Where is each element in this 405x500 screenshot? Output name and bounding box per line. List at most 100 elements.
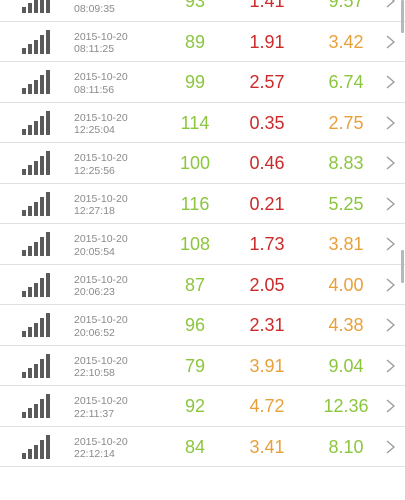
download-value: 3.41: [249, 436, 285, 457]
list-item[interactable]: 2015-10-20 20:06:52 96 2.31 4.38: [0, 305, 405, 346]
ping-value: 114: [180, 112, 210, 133]
signal-bars-icon: [22, 191, 54, 216]
upload-value: 9.04: [328, 355, 364, 376]
timestamp-time: 20:06:52: [74, 326, 115, 339]
upload-value: 6.74: [328, 72, 364, 92]
list-item[interactable]: 2015-10-20 08:11:25 89 1.91 3.42: [0, 21, 405, 62]
list-item[interactable]: 2015-10-20 22:10:58 79 3.91 9.04: [0, 345, 405, 386]
timestamp-time: 12:25:04: [74, 124, 115, 136]
timestamp-time: 08:09:35: [74, 2, 115, 15]
chevron-right-icon[interactable]: [385, 197, 397, 211]
ping-value: 96: [184, 315, 206, 335]
download-value: 1.91: [249, 31, 285, 52]
results-list: 2015-10-20 08:09:35 93 1.41 9.57: [0, 0, 405, 467]
list-item[interactable]: 2015-10-20 12:25:04 114 0.35 2.75: [0, 102, 405, 143]
list-item[interactable]: 2015-10-20 22:11:37 92 4.72 12.36: [0, 386, 405, 427]
ping-value: 116: [180, 193, 210, 214]
timestamp: 2015-10-20 20:06:23: [74, 274, 128, 299]
timestamp-date: 2015-10-20: [74, 111, 128, 124]
chevron-right-icon[interactable]: [385, 116, 397, 130]
signal-bars-icon: [22, 110, 54, 135]
timestamp-time: 20:06:23: [74, 286, 115, 298]
download-value: 0.35: [249, 112, 285, 133]
timestamp: 2015-10-20 22:11:37: [74, 395, 128, 420]
download-value: 1.41: [249, 0, 285, 11]
download-value: 0.21: [249, 193, 285, 214]
timestamp-time: 12:27:18: [74, 205, 115, 217]
timestamp: 2015-10-20 12:25:04: [74, 112, 128, 137]
timestamp-date: 2015-10-20: [74, 395, 128, 407]
timestamp-date: 2015-10-20: [74, 0, 128, 3]
timestamp: 2015-10-20 08:11:25: [74, 31, 128, 56]
chevron-right-icon[interactable]: [385, 35, 397, 49]
ping-value: 84: [184, 436, 206, 457]
timestamp: 2015-10-20 20:06:52: [74, 314, 128, 339]
upload-value: 4.00: [328, 274, 364, 295]
timestamp: 2015-10-20 22:12:14: [74, 436, 128, 461]
download-value: 2.05: [249, 274, 285, 295]
upload-value: 3.42: [328, 31, 364, 52]
list-item[interactable]: 2015-10-20 12:25:56 100 0.46 8.83: [0, 143, 405, 184]
list-item[interactable]: 2015-10-20 08:09:35 93 1.41 9.57: [0, 0, 405, 22]
timestamp-time: 22:12:14: [74, 448, 115, 460]
timestamp-date: 2015-10-20: [74, 192, 128, 205]
timestamp-date: 2015-10-20: [74, 233, 128, 245]
upload-value: 5.25: [328, 193, 364, 214]
timestamp-date: 2015-10-20: [74, 435, 128, 448]
upload-value: 8.10: [328, 436, 364, 457]
scrollbar-thumb[interactable]: [401, 250, 404, 283]
chevron-right-icon[interactable]: [385, 237, 397, 251]
chevron-right-icon[interactable]: [385, 399, 397, 413]
timestamp-date: 2015-10-20: [74, 30, 128, 43]
timestamp-date: 2015-10-20: [74, 314, 128, 326]
upload-value: 9.57: [328, 0, 364, 11]
signal-bars-icon: [22, 151, 54, 175]
list-item[interactable]: 2015-10-20 20:06:23 87 2.05 4.00: [0, 264, 405, 305]
list-item[interactable]: 2015-10-20 08:11:56 99 2.57 6.74: [0, 62, 405, 103]
chevron-right-icon[interactable]: [385, 359, 397, 373]
list-item[interactable]: 2015-10-20 20:05:54 108 1.73 3.81: [0, 224, 405, 265]
timestamp: 2015-10-20 08:11:56: [74, 71, 128, 96]
upload-value: 2.75: [328, 112, 364, 133]
ping-value: 87: [184, 274, 206, 295]
signal-bars-icon: [22, 434, 54, 459]
upload-value: 3.81: [328, 234, 364, 254]
timestamp-date: 2015-10-20: [74, 71, 128, 83]
ping-value: 93: [184, 0, 206, 11]
signal-bars-icon: [22, 272, 54, 297]
ping-value: 92: [184, 396, 206, 416]
timestamp: 2015-10-20 08:09:35: [74, 0, 128, 15]
chevron-right-icon[interactable]: [385, 0, 397, 8]
signal-bars-icon: [22, 313, 54, 337]
chevron-right-icon[interactable]: [385, 75, 397, 89]
download-value: 4.72: [249, 396, 285, 416]
download-value: 3.91: [249, 355, 285, 376]
scrollbar-top[interactable]: [401, 0, 404, 33]
timestamp: 2015-10-20 12:25:56: [74, 152, 128, 177]
list-item[interactable]: 2015-10-20 22:12:14 84 3.41 8.10: [0, 426, 405, 467]
ping-value: 89: [184, 31, 206, 52]
timestamp: 2015-10-20 22:10:58: [74, 355, 128, 380]
list-item[interactable]: 2015-10-20 12:27:18 116 0.21 5.25: [0, 183, 405, 224]
signal-bars-icon: [22, 0, 54, 13]
upload-value: 4.38: [328, 315, 364, 335]
signal-bars-icon: [22, 232, 54, 256]
timestamp-date: 2015-10-20: [74, 273, 128, 286]
timestamp-time: 08:11:25: [74, 43, 115, 55]
chevron-right-icon[interactable]: [385, 156, 397, 170]
timestamp-time: 22:10:58: [74, 367, 115, 379]
timestamp-time: 22:11:37: [74, 407, 115, 420]
timestamp-time: 20:05:54: [74, 245, 115, 258]
download-value: 1.73: [249, 234, 285, 254]
chevron-right-icon[interactable]: [385, 318, 397, 332]
upload-value: 8.83: [328, 153, 364, 173]
download-value: 2.57: [249, 72, 285, 92]
timestamp-date: 2015-10-20: [74, 354, 128, 367]
download-value: 0.46: [249, 153, 285, 173]
timestamp: 2015-10-20 12:27:18: [74, 193, 128, 218]
signal-bars-icon: [22, 29, 54, 54]
ping-value: 108: [179, 234, 211, 254]
chevron-right-icon[interactable]: [385, 278, 397, 292]
upload-value: 12.36: [323, 396, 369, 416]
chevron-right-icon[interactable]: [385, 440, 397, 454]
